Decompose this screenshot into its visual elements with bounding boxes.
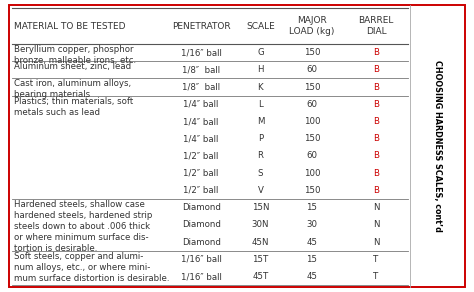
Text: 15N: 15N: [252, 203, 269, 212]
Text: 1/8″  ball: 1/8″ ball: [182, 65, 220, 74]
Bar: [12, 268, 408, 285]
Text: 1/4″ ball: 1/4″ ball: [183, 117, 219, 126]
Text: S: S: [258, 169, 263, 178]
Text: P: P: [258, 134, 263, 143]
Text: B: B: [373, 134, 379, 143]
Text: 100: 100: [303, 117, 320, 126]
Text: B: B: [373, 65, 379, 74]
Text: 45T: 45T: [252, 272, 268, 281]
Text: M: M: [256, 117, 264, 126]
Bar: [12, 147, 408, 165]
Text: K: K: [257, 83, 263, 91]
Text: Cast iron, aluminum alloys,
bearing materials: Cast iron, aluminum alloys, bearing mate…: [14, 79, 131, 99]
Bar: [12, 234, 408, 251]
Text: 30N: 30N: [252, 220, 269, 230]
Text: 60: 60: [306, 100, 317, 109]
Text: T: T: [374, 272, 379, 281]
Text: 1/2″ ball: 1/2″ ball: [183, 152, 219, 161]
Text: PENETRATOR: PENETRATOR: [172, 22, 230, 31]
Text: CHOOSING HARDNESS SCALES, cont’d: CHOOSING HARDNESS SCALES, cont’d: [433, 60, 442, 232]
Text: 15: 15: [306, 255, 317, 264]
Text: 100: 100: [303, 169, 320, 178]
Bar: [12, 182, 408, 199]
Bar: [12, 130, 408, 147]
Text: 1/16″ ball: 1/16″ ball: [181, 255, 221, 264]
Text: 45: 45: [306, 238, 317, 247]
Text: V: V: [257, 186, 264, 195]
Text: N: N: [373, 203, 379, 212]
Text: 45: 45: [306, 272, 317, 281]
Text: 1/16″ ball: 1/16″ ball: [181, 272, 221, 281]
Text: 1/4″ ball: 1/4″ ball: [183, 100, 219, 109]
Text: Hardened steels, shallow case
hardened steels, hardened strip
steels down to abo: Hardened steels, shallow case hardened s…: [14, 200, 153, 253]
Text: B: B: [373, 169, 379, 178]
Bar: [12, 165, 408, 182]
Text: Plastics; thin materials, soft
metals such as lead: Plastics; thin materials, soft metals su…: [14, 97, 134, 117]
Text: 60: 60: [306, 152, 317, 161]
Text: T: T: [374, 255, 379, 264]
Text: Diamond: Diamond: [182, 203, 220, 212]
Bar: [12, 199, 408, 216]
Text: 150: 150: [303, 134, 320, 143]
Text: L: L: [258, 100, 263, 109]
Text: 1/2″ ball: 1/2″ ball: [183, 169, 219, 178]
Text: BARREL
DIAL: BARREL DIAL: [358, 16, 394, 36]
Bar: [12, 61, 408, 79]
Text: G: G: [257, 48, 264, 57]
Text: R: R: [257, 152, 264, 161]
Text: B: B: [373, 152, 379, 161]
Text: Beryllium copper, phosphor
bronze, malleable irons, etc.: Beryllium copper, phosphor bronze, malle…: [14, 45, 137, 65]
Text: 15T: 15T: [252, 255, 268, 264]
Bar: [12, 44, 408, 61]
Text: 45N: 45N: [252, 238, 269, 247]
Text: B: B: [373, 83, 379, 91]
Text: MATERIAL TO BE TESTED: MATERIAL TO BE TESTED: [14, 22, 126, 31]
Text: MAJOR
LOAD (kg): MAJOR LOAD (kg): [289, 16, 335, 36]
Text: H: H: [257, 65, 264, 74]
Text: B: B: [373, 48, 379, 57]
Bar: [12, 79, 408, 96]
Text: 150: 150: [303, 48, 320, 57]
Bar: [12, 216, 408, 234]
Text: 30: 30: [306, 220, 317, 230]
Text: Diamond: Diamond: [182, 238, 220, 247]
Text: 15: 15: [306, 203, 317, 212]
Text: SCALE: SCALE: [246, 22, 275, 31]
Text: 1/2″ ball: 1/2″ ball: [183, 186, 219, 195]
Text: Diamond: Diamond: [182, 220, 220, 230]
Text: B: B: [373, 100, 379, 109]
Text: B: B: [373, 117, 379, 126]
Bar: [12, 251, 408, 268]
Bar: [12, 96, 408, 113]
Text: 1/4″ ball: 1/4″ ball: [183, 134, 219, 143]
Bar: [12, 8, 408, 44]
Bar: [12, 113, 408, 130]
Text: Aluminum sheet, zinc, lead: Aluminum sheet, zinc, lead: [14, 62, 131, 71]
Text: 150: 150: [303, 83, 320, 91]
Text: N: N: [373, 220, 379, 230]
Text: N: N: [373, 238, 379, 247]
Text: 1/16″ ball: 1/16″ ball: [181, 48, 221, 57]
Text: 1/8″  ball: 1/8″ ball: [182, 83, 220, 91]
Text: 60: 60: [306, 65, 317, 74]
Text: B: B: [373, 186, 379, 195]
Text: 150: 150: [303, 186, 320, 195]
Text: Soft steels, copper and alumi-
num alloys, etc., or where mini-
mum surface dist: Soft steels, copper and alumi- num alloy…: [14, 252, 170, 283]
